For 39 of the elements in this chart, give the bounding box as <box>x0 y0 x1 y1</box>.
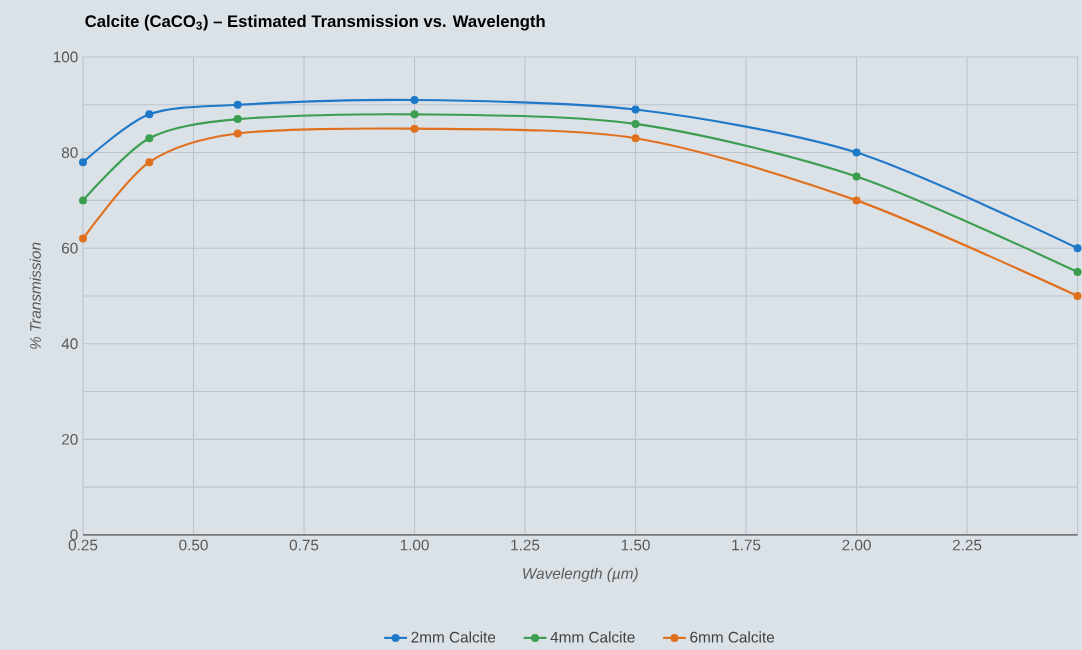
point <box>79 158 87 167</box>
x-tick-label: 1.00 <box>400 539 429 551</box>
legend-label: 2mm Calcite <box>411 631 496 643</box>
chart-title: Calcite (CaCO$_{3}$) – Estimated Transmission vs. Wavelength <box>85 14 545 31</box>
x-axis-title: Wavelength (µm) <box>523 567 638 582</box>
point <box>410 96 419 105</box>
y-tick-label: 80 <box>61 147 78 159</box>
point <box>233 100 242 109</box>
y-axis-title: % Transmission <box>29 242 41 349</box>
point <box>233 115 242 124</box>
point <box>79 196 87 205</box>
legend-label: 6mm Calcite <box>690 631 775 643</box>
x-tick-label: 1.50 <box>621 539 650 551</box>
x-tick-label: 0.75 <box>289 539 319 551</box>
x-tick-label: 2.00 <box>842 539 871 551</box>
y-tick-label: 20 <box>62 433 78 445</box>
y-tick-label: 40 <box>61 338 78 350</box>
point <box>145 158 154 167</box>
legend-label: 4mm Calcite <box>550 631 635 643</box>
point <box>852 196 861 205</box>
point <box>852 148 861 157</box>
y-tick-label: 0 <box>70 529 78 541</box>
y-tick-label: 100 <box>53 51 78 63</box>
x-tick-label: 0.25 <box>68 539 98 551</box>
point <box>852 172 861 181</box>
point <box>145 134 154 143</box>
point <box>410 110 419 119</box>
point <box>145 110 154 119</box>
x-tick-label: 0.50 <box>179 539 208 551</box>
point <box>631 105 640 114</box>
x-tick-label: 1.25 <box>511 539 540 551</box>
point <box>410 124 419 133</box>
x-tick-label: 1.75 <box>732 539 761 551</box>
point <box>233 129 242 138</box>
point <box>631 134 640 143</box>
y-tick-label: 60 <box>62 242 78 254</box>
point <box>631 119 640 128</box>
point <box>79 234 87 243</box>
x-tick-label: 2.25 <box>952 539 982 551</box>
